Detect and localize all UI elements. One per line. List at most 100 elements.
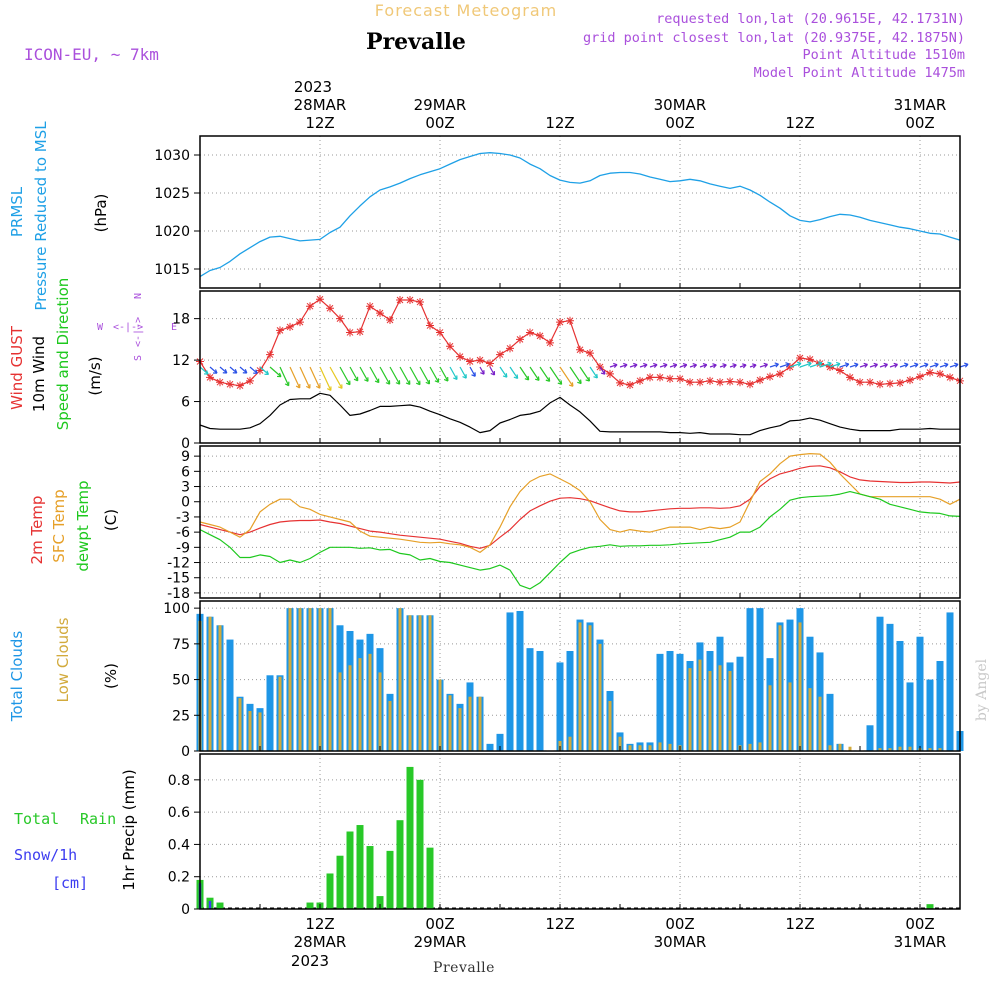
compass-w: W bbox=[97, 322, 104, 333]
y-tick-label: -6 bbox=[176, 525, 190, 541]
wind-direction-arrowhead bbox=[593, 373, 598, 379]
wind-direction-arrow bbox=[319, 366, 332, 391]
wind-direction-arrow bbox=[909, 363, 919, 368]
gust-marker bbox=[426, 321, 434, 330]
top-year-label: 2023 bbox=[294, 78, 332, 96]
wind-direction-arrow bbox=[399, 366, 411, 385]
total-clouds-bar bbox=[526, 648, 534, 751]
gust-marker bbox=[406, 295, 414, 304]
bottom-date-label: 29MAR bbox=[414, 933, 467, 951]
y-tick-label: 0 bbox=[181, 436, 190, 452]
total-clouds-bar bbox=[886, 623, 894, 751]
precip-cm-label: [cm] bbox=[52, 874, 88, 892]
model-altitude: Model Point Altitude 1475m bbox=[754, 65, 965, 81]
wind-10m-label: 10m Wind bbox=[30, 336, 48, 412]
wind-direction-arrow bbox=[219, 366, 228, 374]
low-clouds-bar bbox=[688, 668, 692, 751]
y-tick-label: 50 bbox=[172, 673, 190, 689]
wind-direction-arrowhead bbox=[364, 377, 369, 382]
pressure-msl-label: Pressure Reduced to MSL bbox=[32, 121, 50, 311]
wind-direction-arrow bbox=[759, 363, 768, 368]
gust-marker bbox=[616, 378, 624, 387]
gust-marker bbox=[586, 349, 594, 358]
wind-direction-arrowhead bbox=[964, 362, 969, 368]
gust-marker bbox=[326, 304, 334, 313]
precip-unit: 1hr Precip (mm) bbox=[120, 769, 138, 890]
gust-marker bbox=[566, 316, 574, 325]
low-clouds-bar bbox=[308, 608, 312, 751]
rain-bar bbox=[216, 902, 224, 909]
low-clouds-bar bbox=[848, 746, 852, 751]
wind-direction-arrowhead bbox=[785, 362, 790, 368]
top-hour-label: 12Z bbox=[785, 114, 814, 132]
wind-direction-arrowhead bbox=[600, 370, 606, 375]
gust-marker bbox=[836, 366, 844, 375]
pressure-unit: (hPa) bbox=[92, 194, 110, 233]
bottom-hour-label: 00Z bbox=[425, 915, 454, 933]
total-clouds-bar bbox=[926, 679, 934, 751]
wind-direction-arrow bbox=[279, 366, 290, 386]
footer-location: Prevalle bbox=[433, 960, 495, 976]
wind-direction-arrow bbox=[869, 363, 878, 368]
gust-marker bbox=[266, 350, 274, 359]
gust-marker bbox=[736, 378, 744, 387]
wind-direction-arrow bbox=[809, 362, 823, 368]
low-clouds-bar bbox=[618, 736, 622, 751]
gust-marker bbox=[656, 373, 664, 382]
gust-marker bbox=[896, 378, 904, 387]
gust-marker bbox=[696, 378, 704, 387]
top-date-label: 30MAR bbox=[654, 96, 707, 114]
y-tick-label: 1030 bbox=[154, 148, 190, 164]
wind-direction-arrow bbox=[369, 366, 380, 383]
gust-marker bbox=[256, 366, 264, 375]
low-clouds-bar bbox=[288, 608, 292, 751]
total-clouds-bar bbox=[826, 693, 834, 751]
low-clouds-bar bbox=[208, 616, 212, 751]
wind-direction-arrowhead bbox=[883, 362, 888, 368]
wind-direction-arrowhead bbox=[633, 362, 638, 368]
gust-marker bbox=[236, 381, 244, 390]
wind-direction-arrowhead bbox=[284, 381, 290, 387]
wind-direction-arrowhead bbox=[405, 380, 411, 385]
gust-marker bbox=[646, 373, 654, 382]
bottom-date-label: 28MAR bbox=[294, 933, 347, 951]
low-clouds-bar bbox=[278, 676, 282, 751]
rain-bar bbox=[366, 846, 374, 909]
wind-direction-arrowhead bbox=[692, 363, 697, 369]
low-clouds-bar bbox=[788, 682, 792, 751]
bottom-hour-label: 00Z bbox=[665, 915, 694, 933]
wind-direction-arrowhead bbox=[395, 380, 401, 385]
total-clouds-bar bbox=[506, 612, 514, 751]
wind-direction-arrowhead bbox=[264, 370, 270, 376]
gust-marker bbox=[336, 314, 344, 323]
wind-direction-arrow bbox=[239, 366, 248, 374]
total-clouds-bar bbox=[666, 651, 674, 751]
wind-direction-arrow bbox=[799, 362, 812, 368]
gust-marker bbox=[506, 344, 514, 353]
wind-direction-arrowhead bbox=[385, 380, 391, 385]
wind-direction-arrowhead bbox=[807, 361, 812, 367]
wind-direction-arrow bbox=[589, 366, 598, 379]
wind-direction-arrow bbox=[349, 366, 359, 382]
wind-direction-arrowhead bbox=[545, 377, 551, 382]
low-clouds-bar bbox=[438, 679, 442, 751]
wind-direction-arrowhead bbox=[480, 370, 485, 375]
data-layer bbox=[196, 152, 969, 909]
wind-direction-arrowhead bbox=[434, 378, 440, 383]
wind-direction-arrow bbox=[429, 366, 440, 383]
rain-bar bbox=[386, 850, 394, 909]
credit-label: by Angel bbox=[974, 658, 990, 721]
wind-direction-arrow bbox=[849, 363, 859, 368]
low-clouds-bar bbox=[808, 688, 812, 751]
wind-direction-arrow bbox=[229, 366, 238, 374]
wind-direction-arrowhead bbox=[653, 362, 658, 368]
wind-direction-arrow bbox=[539, 366, 551, 382]
wind-direction-arrowhead bbox=[732, 363, 737, 369]
total-clouds-bar bbox=[736, 656, 744, 751]
y-tick-label: 3 bbox=[181, 480, 190, 496]
low-clouds-bar bbox=[928, 748, 932, 751]
wind-direction-arrow bbox=[879, 363, 888, 368]
wind-direction-arrow bbox=[199, 366, 209, 375]
y-tick-label: -9 bbox=[176, 540, 190, 556]
wind-direction-arrowhead bbox=[524, 375, 530, 381]
